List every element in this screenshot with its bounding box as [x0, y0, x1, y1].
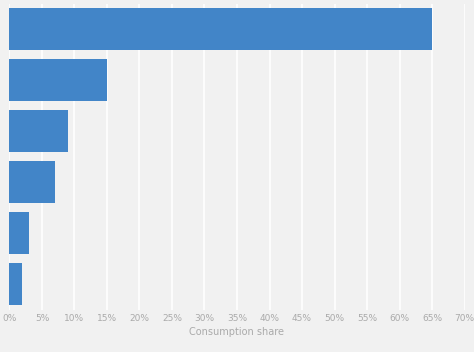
Bar — [9, 263, 22, 305]
Bar — [9, 8, 432, 50]
Bar — [9, 59, 107, 101]
Bar — [9, 110, 68, 152]
Bar — [9, 161, 55, 203]
Bar — [9, 212, 29, 254]
X-axis label: Consumption share: Consumption share — [190, 327, 284, 337]
